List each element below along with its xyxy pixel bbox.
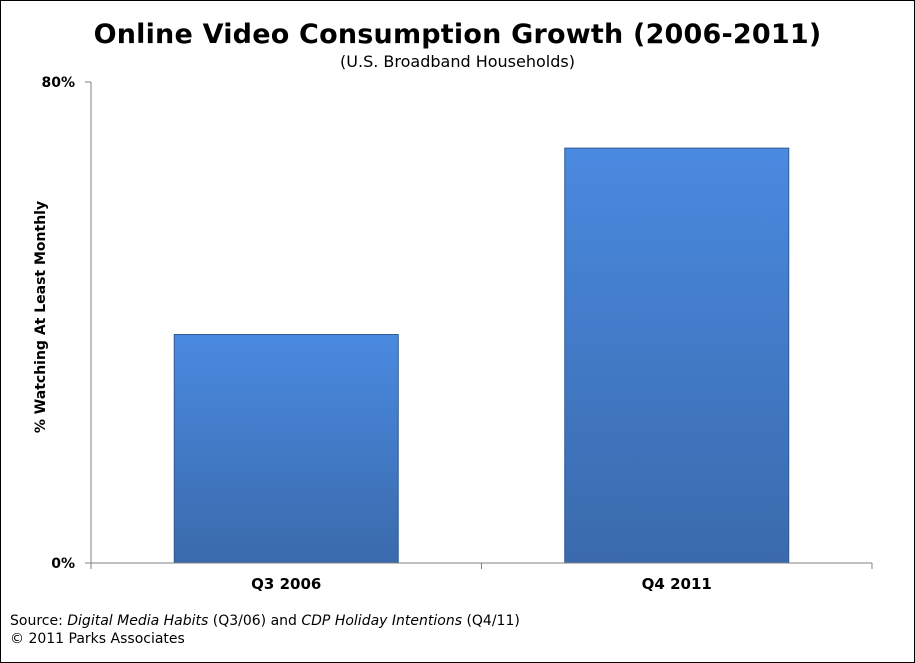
copyright-line: © 2011 Parks Associates xyxy=(10,631,185,647)
y-axis-label: % Watching At Least Monthly xyxy=(33,201,49,433)
x-tick-label: Q3 2006 xyxy=(251,575,321,593)
source-line: Source: Digital Media Habits (Q3/06) and… xyxy=(10,612,520,630)
chart-subtitle: (U.S. Broadband Households) xyxy=(340,52,575,71)
chart-title: Online Video Consumption Growth (2006-20… xyxy=(93,19,822,50)
bar-q3-2006 xyxy=(173,334,399,564)
y-tick-label: 80% xyxy=(41,75,75,91)
x-tick-label: Q4 2011 xyxy=(642,575,712,593)
source-prefix: Source: xyxy=(10,613,68,629)
source-mid-1: (Q3/06) and xyxy=(208,613,302,629)
source-ref-1: Digital Media Habits xyxy=(67,613,209,629)
bar-q4-2011 xyxy=(564,147,790,564)
source-note: Source: Digital Media Habits (Q3/06) and… xyxy=(10,612,520,648)
source-mid-2: (Q4/11) xyxy=(462,613,520,629)
y-tick-label: 0% xyxy=(51,556,75,572)
source-ref-2: CDP Holiday Intentions xyxy=(301,613,462,629)
